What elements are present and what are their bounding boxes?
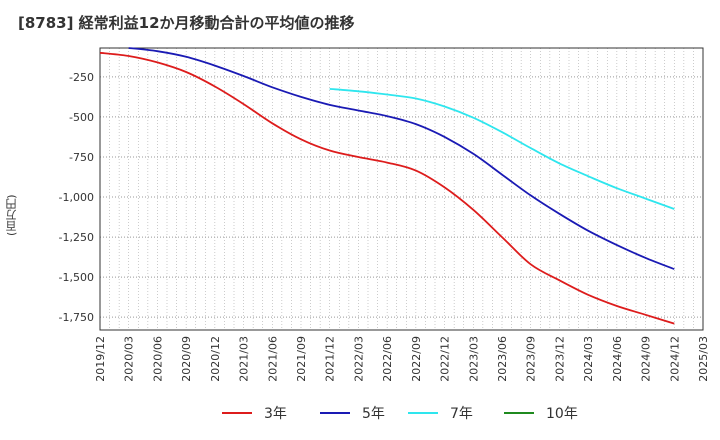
x-tick-label: 2025/03 [697,336,710,382]
y-tick-label: -1,000 [59,191,94,204]
series-line-2 [128,47,675,270]
y-tick-label: -1,250 [59,231,94,244]
y-tick-label: -1,500 [59,271,94,284]
x-tick-label: 2022/09 [410,336,423,382]
x-tick-label: 2021/06 [266,336,279,382]
x-tick-label: 2020/12 [209,336,222,382]
x-tick-label: 2021/03 [238,336,251,382]
x-tick-label: 2020/09 [180,336,193,382]
series-line-3 [329,88,675,210]
x-tick-label: 2022/06 [381,336,394,382]
legend-label-2: 5年 [362,406,385,422]
legend-label-1: 3年 [264,406,287,422]
legend-label-3: 7年 [450,406,473,422]
chart-title: [8783] 経常利益12か月移動合計の平均値の推移 [18,14,355,32]
x-tick-label: 2023/09 [525,336,538,382]
x-tick-label: 2023/12 [553,336,566,382]
y-axis-ticks: -250 -500 -750 -1,000 -1,250 -1,500 -1,750 [59,71,94,324]
plot-frame [99,47,704,331]
x-tick-label: 2024/12 [668,336,681,382]
x-tick-label: 2024/06 [611,336,624,382]
legend: 3年 5年 7年 10年 [222,406,578,422]
series-lines [99,47,675,325]
x-tick-label: 2024/03 [582,336,595,382]
y-tick-label: -750 [69,151,94,164]
x-tick-label: 2023/06 [496,336,509,382]
x-tick-label: 2020/06 [151,336,164,382]
series-line-1 [99,51,675,325]
legend-label-4: 10年 [546,406,578,422]
y-tick-label: -250 [69,71,94,84]
y-tick-label: -500 [69,111,94,124]
x-tick-label: 2021/09 [295,336,308,382]
x-tick-label: 2021/12 [324,336,337,382]
grid-lines [99,48,704,330]
x-tick-label: 2022/12 [439,336,452,382]
x-tick-label: 2024/09 [640,336,653,382]
x-tick-label: 2019/12 [94,336,107,382]
x-axis-ticks: 2019/12 2020/03 2020/06 2020/09 2020/12 2021/… [94,336,710,382]
x-tick-label: 2020/03 [123,336,136,382]
x-tick-label: 2023/03 [467,336,480,382]
y-tick-label: -1,750 [59,311,94,324]
x-tick-label: 2022/03 [352,336,365,382]
